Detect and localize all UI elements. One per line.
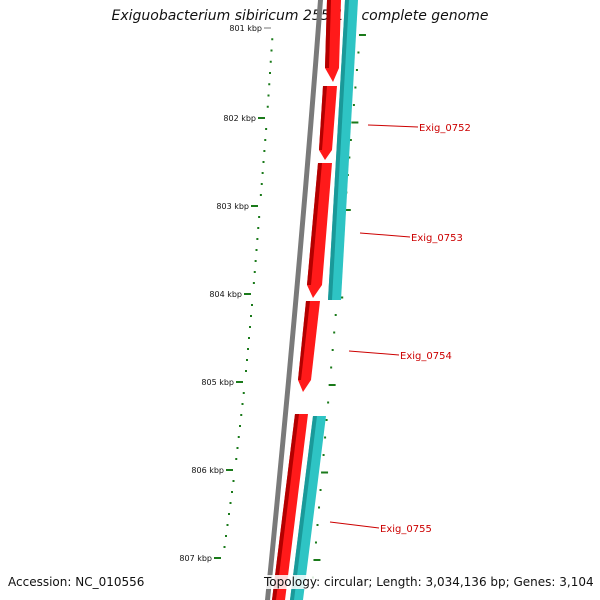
- gene-leader-line: [329, 521, 380, 529]
- kbp-tick-label: 803 kbp: [216, 202, 249, 211]
- kbp-tick-label: 804 kbp: [209, 290, 242, 299]
- kbp-tick-label: 801 kbp: [229, 24, 262, 33]
- gene-leader-line: [359, 232, 411, 238]
- kbp-tick-label: 802 kbp: [223, 114, 256, 123]
- genome-summary: Topology: circular; Length: 3,034,136 bp…: [262, 575, 596, 589]
- gene-leader-line: [367, 124, 419, 128]
- feature-tracks: [265, 0, 358, 600]
- genome-backbone: [265, 0, 323, 600]
- kbp-tick-label: 807 kbp: [179, 554, 212, 563]
- gene-label[interactable]: Exig_0753: [411, 233, 463, 244]
- cds-block-4[interactable]: [298, 301, 320, 392]
- gene-label[interactable]: Exig_0754: [400, 351, 452, 362]
- gene-label[interactable]: Exig_0752: [419, 123, 471, 134]
- genome-title: Exiguobacterium sibiricum 255-15, comple…: [111, 8, 489, 24]
- gene-labels: Exig_0752 Exig_0753 Exig_0754 Exig_0755: [329, 123, 471, 535]
- cds-block-3[interactable]: [307, 163, 332, 298]
- scale-ticks: 801 kbp 802 kbp 803 kbp 804 kbp 805 kbp 806 k…: [179, 24, 366, 579]
- accession-text: Accession: NC_010556: [8, 575, 145, 589]
- gene-label[interactable]: Exig_0755: [380, 524, 432, 535]
- gene-leader-line: [348, 350, 400, 356]
- kbp-tick-label: 805 kbp: [201, 378, 234, 387]
- kbp-tick-label: 806 kbp: [191, 466, 224, 475]
